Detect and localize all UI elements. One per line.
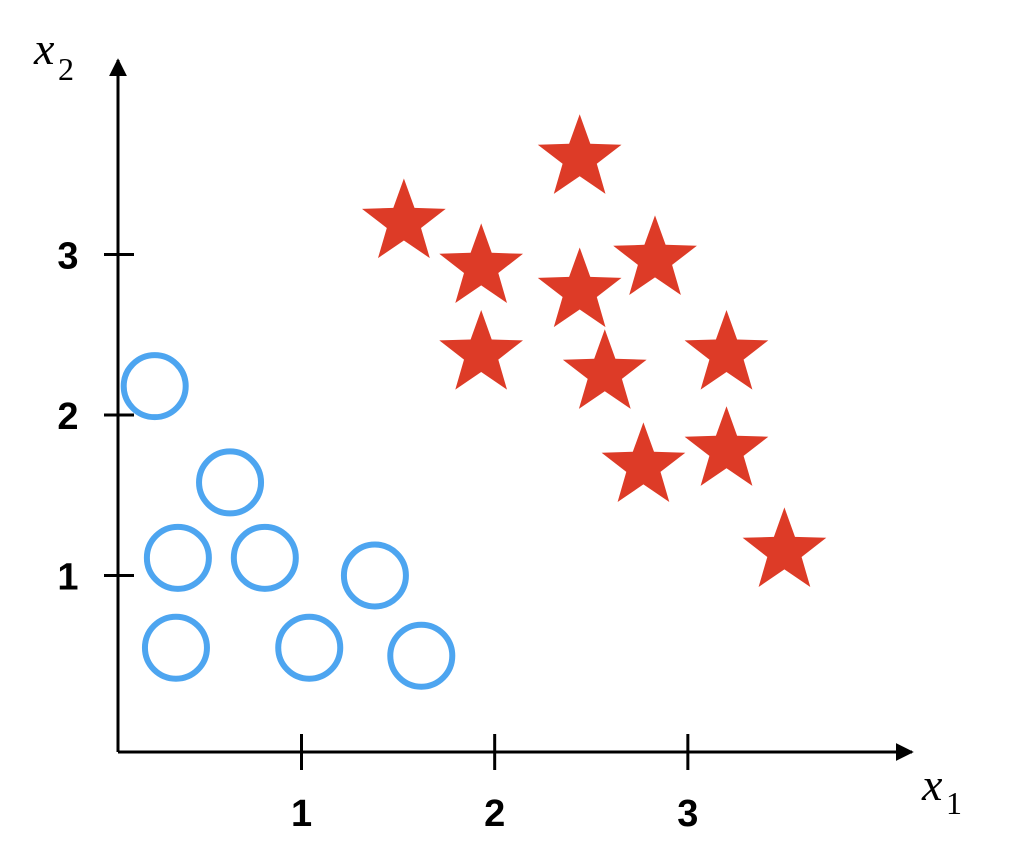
circle-point xyxy=(120,352,189,421)
x-axis-label-sub: 1 xyxy=(946,785,962,821)
star-point xyxy=(684,406,769,486)
y-axis-label-sub: 2 xyxy=(58,51,74,87)
circle-point xyxy=(143,523,212,592)
circle-point xyxy=(230,523,299,592)
x-axis-label: x 1 xyxy=(921,759,962,821)
star-point xyxy=(362,178,446,259)
x-axis-label-var: x xyxy=(921,759,943,810)
star-point xyxy=(562,329,647,409)
y-tick-label: 3 xyxy=(57,236,78,278)
star-point xyxy=(613,215,697,295)
star-point xyxy=(601,422,686,502)
circle-point xyxy=(340,541,409,610)
x-tick-label: 2 xyxy=(484,793,505,835)
y-axis-label: x 2 xyxy=(33,23,74,87)
star-point xyxy=(537,247,622,328)
star-point xyxy=(684,310,769,390)
star-point xyxy=(439,223,523,303)
star-point xyxy=(537,114,622,194)
y-tick-label: 2 xyxy=(57,396,78,438)
x-tick-label: 1 xyxy=(291,793,312,835)
axes xyxy=(109,58,914,761)
ticks: 1 2 3 1 2 3 xyxy=(57,236,698,835)
y-axis-label-var: x xyxy=(33,23,55,74)
circle-point xyxy=(387,621,456,690)
star-point xyxy=(742,507,827,587)
y-tick-label: 1 xyxy=(57,556,78,598)
circle-point xyxy=(141,613,210,682)
circle-point xyxy=(196,448,265,517)
x-tick-label: 3 xyxy=(677,793,698,835)
data-points xyxy=(120,114,827,690)
star-point xyxy=(439,310,523,390)
circle-point xyxy=(275,613,344,682)
